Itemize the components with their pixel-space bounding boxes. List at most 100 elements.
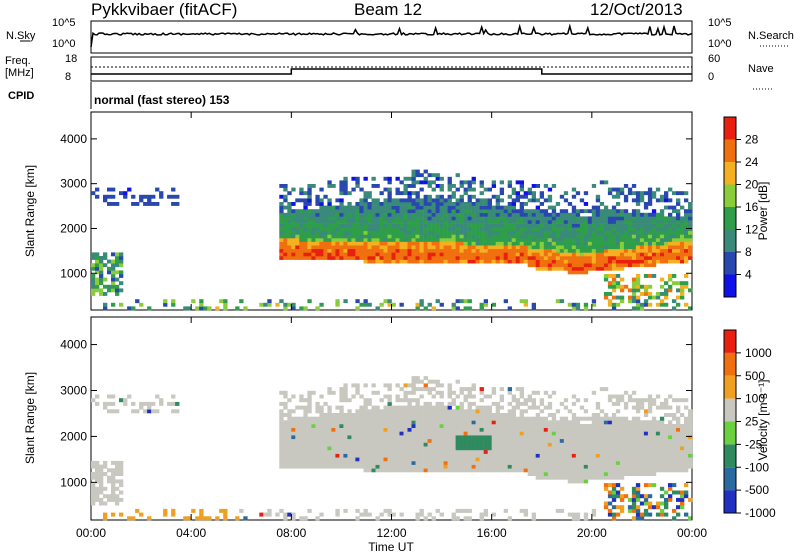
- power-cell: [680, 234, 685, 239]
- power-cell: [287, 205, 292, 210]
- power-cell: [355, 234, 360, 239]
- power-cell: [651, 252, 657, 257]
- power-cell: [535, 245, 541, 250]
- power-colorbar-label: 16: [745, 200, 759, 214]
- velocity-cell: [291, 453, 296, 458]
- power-cell: [607, 248, 613, 253]
- velocity-cell: [387, 453, 392, 458]
- velocity-cell: [319, 413, 324, 417]
- power-cell: [359, 220, 364, 224]
- power-cell: [539, 234, 545, 239]
- velocity-cell: [655, 501, 661, 506]
- power-cell: [571, 263, 577, 268]
- power-cell: [371, 220, 376, 224]
- velocity-cell: [499, 460, 505, 465]
- velocity-cell: [627, 431, 633, 436]
- velocity-cell: [431, 405, 436, 410]
- power-cell: [347, 220, 352, 224]
- power-cell: [511, 252, 517, 257]
- velocity-cell: [327, 427, 332, 432]
- power-cell: [575, 220, 581, 224]
- power-cell: [347, 227, 352, 232]
- power-cell: [459, 245, 464, 250]
- power-cell: [411, 234, 416, 239]
- velocity-cell: [299, 460, 304, 465]
- velocity-cell: [455, 508, 460, 513]
- power-cell: [367, 256, 372, 260]
- power-cell: [479, 230, 484, 235]
- velocity-cell: [615, 457, 621, 462]
- velocity-cell: [411, 457, 416, 462]
- power-cell: [419, 299, 424, 304]
- velocity-cell: [363, 427, 368, 432]
- power-cell: [307, 220, 312, 224]
- velocity-cell: [563, 449, 569, 454]
- velocity-cell: [515, 453, 521, 458]
- power-cell: [351, 252, 356, 257]
- velocity-cell: [151, 409, 156, 414]
- velocity-cell: [443, 424, 448, 428]
- velocity-cell: [571, 401, 577, 406]
- velocity-cell: [611, 468, 617, 473]
- velocity-cell: [583, 457, 589, 462]
- velocity-cell: [643, 413, 649, 417]
- power-cell: [595, 259, 601, 264]
- power-cell: [611, 302, 617, 307]
- power-cell: [459, 202, 464, 206]
- velocity-cell: [503, 453, 509, 458]
- nave-tick-top: 60: [708, 53, 721, 65]
- velocity-cell: [676, 446, 681, 451]
- velocity-cell: [399, 464, 404, 469]
- power-cell: [391, 256, 396, 260]
- velocity-cell: [459, 424, 464, 428]
- velocity-cell: [643, 494, 649, 499]
- power-cell: [307, 256, 312, 260]
- velocity-cell: [351, 453, 356, 458]
- power-cell: [447, 198, 452, 203]
- velocity-cell: [495, 420, 501, 425]
- power-cell: [419, 209, 424, 214]
- velocity-cell: [635, 516, 641, 521]
- power-cell: [643, 212, 649, 217]
- power-cell: [283, 212, 288, 217]
- power-cell: [335, 230, 340, 235]
- velocity-cell: [291, 457, 296, 462]
- power-cell: [595, 194, 601, 199]
- power-cell: [411, 202, 416, 206]
- velocity-cell: [331, 420, 336, 425]
- velocity-cell: [427, 460, 432, 465]
- velocity-cell: [383, 431, 388, 436]
- power-cell: [375, 248, 380, 253]
- velocity-cell: [676, 490, 681, 495]
- velocity-cell: [283, 464, 288, 469]
- velocity-cell: [427, 405, 432, 410]
- power-cell: [331, 234, 336, 239]
- power-cell: [479, 238, 484, 242]
- velocity-cell: [459, 453, 464, 458]
- power-cell: [571, 216, 577, 221]
- power-cell: [415, 173, 420, 178]
- power-cell: [447, 223, 452, 228]
- power-cell: [579, 238, 585, 242]
- power-cell: [664, 220, 669, 224]
- velocity-cell: [419, 512, 424, 517]
- velocity-cell: [599, 442, 605, 447]
- power-cell: [619, 227, 625, 232]
- velocity-cell: [379, 460, 384, 465]
- velocity-cell: [295, 457, 300, 462]
- velocity-cell: [471, 427, 476, 432]
- power-cell: [635, 263, 641, 268]
- power-cell: [407, 198, 412, 203]
- power-cell: [672, 191, 677, 196]
- velocity-cell: [639, 420, 645, 425]
- power-ytick-label: 1000: [60, 266, 87, 280]
- velocity-cell: [339, 394, 344, 399]
- power-cell: [591, 263, 597, 268]
- velocity-cell: [684, 438, 689, 443]
- velocity-cell: [459, 468, 464, 473]
- velocity-cell: [415, 416, 420, 421]
- power-cell: [647, 230, 653, 235]
- power-cell: [688, 230, 693, 235]
- power-cell: [619, 245, 625, 250]
